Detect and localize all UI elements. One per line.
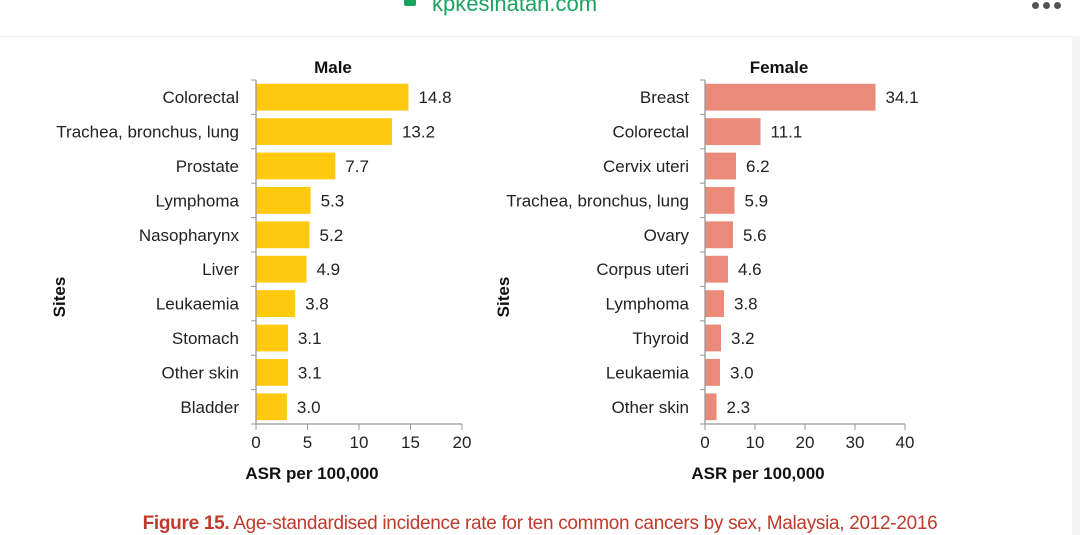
male-bar-value-label: 3.8	[305, 295, 329, 314]
cancer-incidence-charts: Male 14.8 Colorectal 13.2 Trachea, bronchus,…	[50, 58, 919, 483]
more-dots-icon[interactable]	[1032, 0, 1065, 14]
female-category-label: Cervix uteri	[603, 157, 689, 176]
female-x-tick-label: 0	[700, 433, 709, 452]
url-text[interactable]: kpkesihatan.com	[432, 0, 598, 16]
male-bar	[256, 186, 311, 214]
female-bar	[705, 83, 876, 111]
female-x-tick-label: 20	[796, 433, 815, 452]
male-bar	[256, 358, 288, 386]
male-bar	[256, 255, 307, 283]
male-bar-value-label: 5.3	[321, 191, 345, 210]
male-x-tick-label: 10	[350, 433, 369, 452]
female-bar-value-label: 6.2	[746, 157, 770, 176]
female-category-label: Trachea, bronchus, lung	[506, 191, 689, 210]
female-chart-title: Female	[750, 58, 809, 77]
female-bar-value-label: 4.6	[738, 260, 762, 279]
male-bar	[256, 290, 296, 318]
female-category-label: Leukaemia	[606, 363, 690, 382]
female-bar-value-label: 2.3	[727, 398, 751, 417]
male-category-label: Other skin	[162, 363, 239, 382]
female-y-axis-title: Sites	[494, 277, 513, 318]
male-x-tick-label: 20	[453, 433, 472, 452]
male-bar	[256, 83, 409, 111]
male-x-tick-label: 15	[401, 433, 420, 452]
female-category-label: Other skin	[612, 398, 689, 417]
male-x-tick-label: 0	[251, 433, 260, 452]
female-category-label: Colorectal	[612, 123, 689, 142]
scrollbar[interactable]	[1072, 36, 1080, 535]
male-category-label: Leukaemia	[156, 295, 240, 314]
female-category-label: Breast	[640, 88, 689, 107]
male-bar	[256, 221, 310, 249]
female-bar-value-label: 11.1	[771, 123, 803, 142]
figure-caption-label: Figure 15.	[142, 513, 230, 534]
male-bar-value-label: 3.0	[297, 398, 321, 417]
female-bar-value-label: 3.8	[734, 295, 758, 314]
female-bar-value-label: 5.9	[745, 191, 769, 210]
male-bar-value-label: 7.7	[345, 157, 369, 176]
male-category-label: Colorectal	[162, 88, 239, 107]
male-bar	[256, 324, 288, 352]
female-category-label: Thyroid	[632, 329, 689, 348]
male-y-axis-title: Sites	[50, 277, 69, 318]
female-bar	[705, 118, 761, 146]
male-bar	[256, 152, 336, 180]
male-chart-title: Male	[314, 58, 352, 77]
female-bar-value-label: 5.6	[743, 226, 767, 245]
male-bar-value-label: 5.2	[320, 226, 344, 245]
female-category-label: Corpus uteri	[596, 260, 689, 279]
female-bar	[705, 186, 735, 214]
female-bar	[705, 152, 736, 180]
female-category-label: Ovary	[644, 226, 690, 245]
male-bar-value-label: 3.1	[298, 363, 322, 382]
female-bar	[705, 221, 733, 249]
figure-caption: Figure 15. Age-standardised incidence ra…	[0, 513, 1080, 535]
female-bar	[705, 324, 721, 352]
male-category-label: Stomach	[172, 329, 239, 348]
female-bar-value-label: 34.1	[886, 88, 919, 107]
male-bar-value-label: 14.8	[418, 88, 451, 107]
male-bar-value-label: 13.2	[402, 123, 435, 142]
male-bar	[256, 118, 392, 146]
male-category-label: Nasopharynx	[139, 226, 240, 245]
female-category-label: Lymphoma	[606, 295, 690, 314]
male-category-label: Prostate	[176, 157, 239, 176]
male-bar	[256, 393, 287, 421]
male-x-tick-label: 5	[303, 433, 312, 452]
figure-caption-text: Age-standardised incidence rate for ten …	[229, 513, 938, 534]
male-category-label: Bladder	[180, 398, 239, 417]
male-x-axis-title: ASR per 100,000	[245, 464, 378, 483]
lock-badge-icon	[404, 0, 416, 6]
female-bar-value-label: 3.0	[730, 363, 754, 382]
female-bar	[705, 358, 720, 386]
female-bar	[705, 255, 728, 283]
male-bar-value-label: 4.9	[316, 260, 340, 279]
browser-top-bar: kpkesihatan.com	[0, 0, 1080, 37]
female-x-tick-label: 30	[846, 433, 865, 452]
female-x-tick-label: 40	[896, 433, 915, 452]
male-category-label: Lymphoma	[156, 191, 240, 210]
female-bar-value-label: 3.2	[731, 329, 755, 348]
female-bar	[705, 290, 724, 318]
male-category-label: Trachea, bronchus, lung	[56, 123, 239, 142]
male-bar-value-label: 3.1	[298, 329, 322, 348]
male-category-label: Liver	[202, 260, 239, 279]
female-bar	[705, 393, 717, 421]
female-x-tick-label: 10	[746, 433, 765, 452]
female-x-axis-title: ASR per 100,000	[691, 464, 824, 483]
